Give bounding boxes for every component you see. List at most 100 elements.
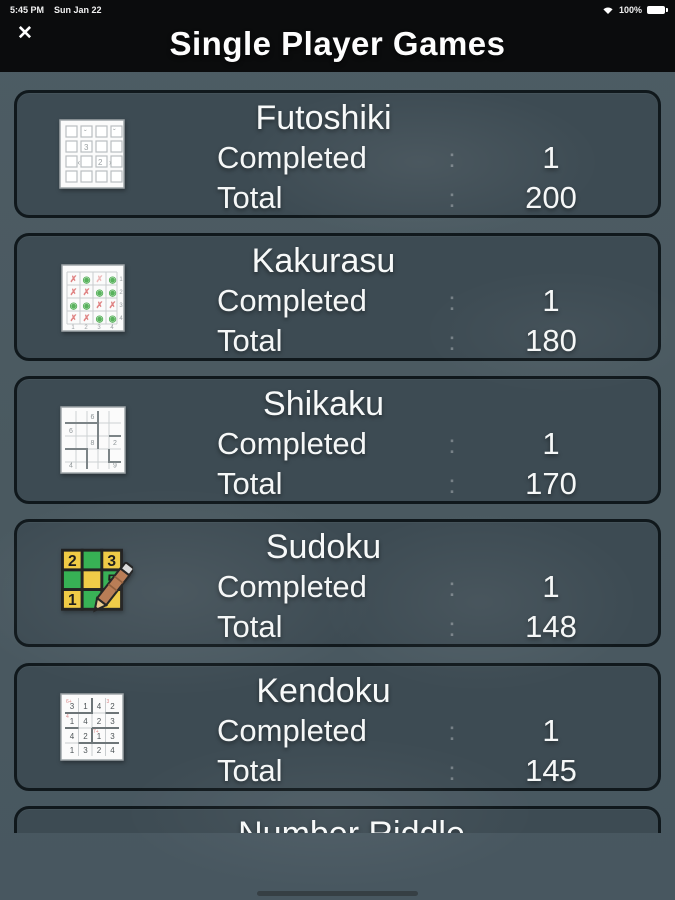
svg-text:✗: ✗ bbox=[96, 274, 104, 284]
svg-text:2: 2 bbox=[98, 158, 103, 167]
total-label: Total bbox=[217, 609, 283, 644]
svg-text:2: 2 bbox=[113, 440, 117, 447]
svg-text:✗: ✗ bbox=[109, 300, 117, 310]
svg-text:◉: ◉ bbox=[109, 288, 117, 298]
svg-text:◉: ◉ bbox=[83, 301, 91, 311]
game-card-futoshiki[interactable]: ˇ ˇ 3 ‹ 2 › Futoshiki Completed : 1 Total : … bbox=[14, 90, 661, 218]
completed-label: Completed bbox=[217, 569, 367, 604]
game-card-kakurasu[interactable]: ✗ ◉ ✗ ◉ ✗ ✗ ◉ ◉ ◉ ◉ ✗ ✗ ✗ ✗ ◉ ◉ 1 2 3 4 1 2 3 4 Kakurasu C… bbox=[14, 233, 661, 361]
separator: : bbox=[448, 468, 456, 499]
svg-text:1: 1 bbox=[97, 732, 102, 741]
svg-text:2: 2 bbox=[83, 732, 88, 741]
svg-text:3: 3 bbox=[110, 732, 115, 741]
svg-text:✗: ✗ bbox=[83, 287, 91, 297]
svg-text:8: 8 bbox=[91, 440, 95, 447]
svg-text:1: 1 bbox=[70, 746, 75, 755]
svg-text:✗: ✗ bbox=[70, 287, 78, 297]
futoshiki-grid-icon: ˇ ˇ 3 ‹ 2 › bbox=[51, 113, 133, 195]
svg-text:6: 6 bbox=[91, 414, 95, 421]
svg-text:◉: ◉ bbox=[96, 288, 104, 298]
svg-text:2: 2 bbox=[84, 325, 88, 331]
svg-text:4: 4 bbox=[66, 714, 69, 720]
game-card-shikaku[interactable]: 6 6 8 2 4 9 Shikaku Completed : 1 Total : 170 bbox=[14, 376, 661, 504]
svg-text:2: 2 bbox=[97, 717, 102, 726]
game-title: Kakurasu bbox=[251, 242, 396, 280]
svg-text:9: 9 bbox=[113, 463, 117, 470]
shikaku-grid-icon: 6 6 8 2 4 9 bbox=[51, 399, 133, 481]
svg-text:3: 3 bbox=[107, 699, 110, 705]
separator: : bbox=[448, 142, 456, 173]
separator: : bbox=[448, 325, 456, 356]
svg-text:‹: ‹ bbox=[78, 158, 81, 167]
svg-text:4: 4 bbox=[83, 717, 88, 726]
total-row: Total : 148 bbox=[17, 607, 658, 647]
svg-text:4: 4 bbox=[119, 316, 123, 322]
svg-text:3: 3 bbox=[84, 143, 89, 152]
completed-value: 1 bbox=[542, 426, 560, 461]
close-button[interactable]: ✕ bbox=[17, 22, 33, 44]
game-title: Number Riddle bbox=[31, 815, 672, 833]
separator: : bbox=[448, 611, 456, 642]
svg-text:◉: ◉ bbox=[109, 314, 117, 324]
svg-text:✗: ✗ bbox=[83, 313, 91, 323]
separator: : bbox=[448, 182, 456, 213]
svg-text:✗: ✗ bbox=[70, 313, 78, 323]
game-card-number-riddle[interactable]: Number Riddle bbox=[14, 806, 661, 833]
svg-text:1: 1 bbox=[70, 717, 75, 726]
completed-value: 1 bbox=[542, 283, 560, 318]
total-row: Total : 180 bbox=[17, 321, 658, 361]
battery-percent: 100% bbox=[618, 4, 642, 15]
svg-text:1: 1 bbox=[71, 325, 75, 331]
game-title: Shikaku bbox=[263, 385, 384, 423]
svg-text:4: 4 bbox=[110, 325, 114, 331]
svg-text:1: 1 bbox=[119, 277, 123, 283]
svg-text:7+: 7+ bbox=[93, 729, 99, 735]
game-card-sudoku[interactable]: 2351 Sudoku Completed : 1 bbox=[14, 519, 661, 647]
home-indicator[interactable] bbox=[257, 891, 418, 896]
completed-row: Completed : 1 bbox=[17, 424, 658, 464]
sudoku-pencil-icon: 2351 bbox=[51, 542, 133, 624]
svg-text:✗: ✗ bbox=[70, 274, 78, 284]
total-label: Total bbox=[217, 466, 283, 501]
total-row: Total : 170 bbox=[17, 464, 658, 504]
total-row: Total : 200 bbox=[17, 178, 658, 218]
svg-text:3: 3 bbox=[83, 746, 88, 755]
svg-text:3: 3 bbox=[70, 702, 75, 711]
total-value: 148 bbox=[525, 609, 577, 644]
separator: : bbox=[448, 715, 456, 746]
app-header: 5:45 PM Sun Jan 22 100% ✕ Single Player … bbox=[0, 0, 675, 72]
completed-value: 1 bbox=[542, 569, 560, 604]
completed-label: Completed bbox=[217, 713, 367, 748]
svg-text:3: 3 bbox=[110, 717, 115, 726]
battery-icon bbox=[647, 5, 668, 14]
game-title: Kendoku bbox=[256, 672, 391, 710]
svg-text:◉: ◉ bbox=[70, 301, 78, 311]
total-value: 145 bbox=[525, 753, 577, 788]
svg-text:2: 2 bbox=[110, 702, 115, 711]
svg-text:2: 2 bbox=[97, 746, 102, 755]
svg-text:2: 2 bbox=[68, 553, 77, 570]
svg-text:6+: 6+ bbox=[66, 699, 72, 705]
svg-text:6: 6 bbox=[69, 428, 73, 435]
total-value: 200 bbox=[525, 180, 577, 215]
page-title: Single Player Games bbox=[169, 25, 506, 62]
separator: : bbox=[448, 428, 456, 459]
svg-text:1: 1 bbox=[68, 592, 77, 609]
completed-row: Completed : 1 bbox=[17, 281, 658, 321]
svg-text:ˇ: ˇ bbox=[113, 128, 116, 137]
game-title: Futoshiki bbox=[255, 99, 392, 137]
total-label: Total bbox=[217, 323, 283, 358]
svg-text:3: 3 bbox=[107, 553, 116, 570]
completed-row: Completed : 1 bbox=[17, 567, 658, 607]
svg-text:3: 3 bbox=[97, 325, 101, 331]
completed-label: Completed bbox=[217, 426, 367, 461]
completed-value: 1 bbox=[542, 713, 560, 748]
status-bar: 5:45 PM Sun Jan 22 100% bbox=[0, 2, 675, 17]
svg-text:4: 4 bbox=[110, 746, 115, 755]
completed-label: Completed bbox=[217, 140, 367, 175]
wifi-icon bbox=[602, 5, 614, 15]
status-date: Sun Jan 22 bbox=[54, 4, 102, 15]
